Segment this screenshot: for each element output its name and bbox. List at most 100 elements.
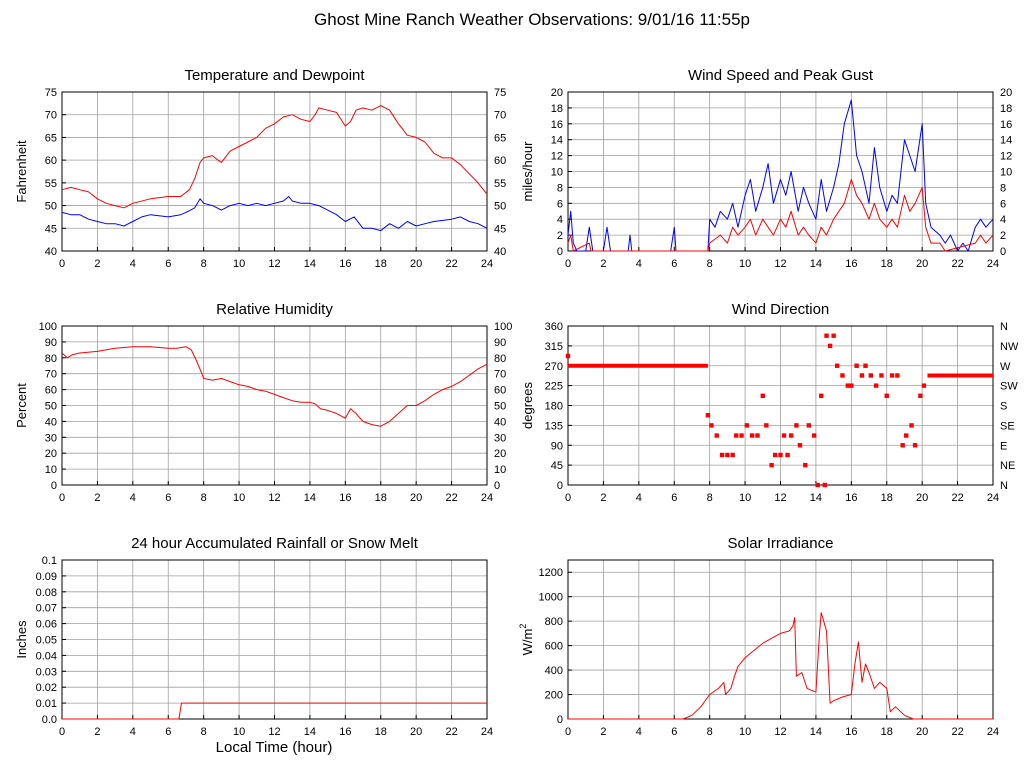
direction-point bbox=[725, 452, 730, 458]
x-tick-label: 22 bbox=[951, 726, 963, 738]
y-tick-label: 55 bbox=[45, 178, 57, 190]
direction-point bbox=[895, 373, 900, 378]
x-tick-label: 2 bbox=[94, 726, 100, 738]
series-line-1 bbox=[61, 346, 488, 427]
y-tick-label: 225 bbox=[545, 381, 563, 393]
x-tick-label: 20 bbox=[916, 492, 928, 504]
y-tick-label: 40 bbox=[45, 246, 57, 258]
series-line-2 bbox=[61, 196, 488, 232]
x-tick-label: 14 bbox=[304, 492, 316, 504]
x-tick-label: 2 bbox=[600, 492, 606, 504]
y-tick-label: 0.07 bbox=[36, 603, 57, 615]
direction-point bbox=[879, 373, 884, 378]
y-tick-label: 6 bbox=[557, 198, 563, 210]
direction-point bbox=[854, 363, 859, 368]
x-tick-label: 10 bbox=[739, 492, 751, 504]
direction-point bbox=[824, 333, 829, 338]
direction-point bbox=[884, 393, 889, 398]
x-tick-label: 4 bbox=[636, 258, 642, 270]
y-tick-label: 0.09 bbox=[36, 571, 57, 583]
y-axis-label: miles/hour bbox=[520, 141, 535, 202]
x-tick-label: 22 bbox=[445, 492, 457, 504]
y-tick-label-right: 12 bbox=[1000, 151, 1012, 163]
direction-point bbox=[918, 393, 923, 398]
y-tick-label-right: 90 bbox=[494, 337, 506, 349]
series-line-1 bbox=[568, 612, 993, 720]
direction-point bbox=[834, 363, 840, 368]
x-tick-label: 14 bbox=[810, 726, 822, 738]
direction-point bbox=[863, 363, 868, 368]
compass-tick-label: S bbox=[1000, 401, 1007, 413]
x-tick-label: 20 bbox=[916, 258, 928, 270]
y-tick-label-right: 0 bbox=[1000, 246, 1006, 258]
x-tick-label: 10 bbox=[739, 726, 751, 738]
y-tick-label-right: 20 bbox=[494, 448, 506, 460]
y-tick-label: 2 bbox=[557, 230, 563, 242]
chart-title: Wind Speed and Peak Gust bbox=[688, 67, 874, 84]
direction-point bbox=[827, 343, 833, 349]
compass-tick-label: W bbox=[1000, 361, 1011, 373]
y-tick-label: 20 bbox=[45, 448, 57, 460]
y-tick-label: 1000 bbox=[539, 592, 563, 604]
y-tick-label: 800 bbox=[545, 616, 563, 628]
x-tick-label: 8 bbox=[707, 492, 713, 504]
direction-point bbox=[889, 373, 895, 378]
direction-point bbox=[797, 443, 803, 448]
x-tick-label: 2 bbox=[600, 258, 606, 270]
compass-tick-label: N bbox=[1000, 480, 1008, 492]
y-tick-label-right: 16 bbox=[1000, 119, 1012, 131]
series-line-1 bbox=[62, 702, 487, 720]
y-tick-label-right: 14 bbox=[1000, 135, 1012, 147]
series-line-1 bbox=[567, 99, 994, 252]
x-tick-label: 10 bbox=[233, 258, 245, 270]
x-tick-label: 8 bbox=[201, 258, 207, 270]
direction-point bbox=[565, 353, 571, 359]
x-tick-label: 24 bbox=[481, 258, 493, 270]
y-tick-label: 0.08 bbox=[36, 587, 57, 599]
x-tick-label: 16 bbox=[845, 726, 857, 738]
x-tick-label: 10 bbox=[233, 492, 245, 504]
direction-point bbox=[859, 373, 865, 378]
y-tick-label-right: 20 bbox=[1000, 87, 1012, 99]
chart-rain: 24 hour Accumulated Rainfall or Snow Mel… bbox=[14, 535, 493, 738]
y-tick-label: 75 bbox=[45, 87, 57, 99]
direction-point bbox=[739, 433, 744, 438]
x-tick-label: 16 bbox=[339, 492, 351, 504]
x-tick-label: 4 bbox=[636, 492, 642, 504]
x-tick-label: 14 bbox=[810, 258, 822, 270]
y-axis-label-superscript: 2 bbox=[518, 624, 528, 629]
main-title: Ghost Mine Ranch Weather Observations: 9… bbox=[314, 10, 750, 29]
direction-point bbox=[734, 433, 739, 438]
y-tick-label-right: 2 bbox=[1000, 230, 1006, 242]
x-tick-label: 12 bbox=[268, 492, 280, 504]
y-tick-label-right: 0 bbox=[494, 480, 500, 492]
compass-tick-label: SE bbox=[1000, 420, 1015, 432]
compass-tick-label: E bbox=[1000, 440, 1007, 452]
direction-point bbox=[788, 433, 794, 438]
direction-point bbox=[785, 452, 790, 458]
y-tick-label-right: 40 bbox=[494, 416, 506, 428]
direction-point bbox=[849, 383, 854, 388]
x-tick-label: 18 bbox=[881, 492, 893, 504]
y-tick-label: 60 bbox=[45, 155, 57, 167]
direction-point bbox=[845, 383, 850, 388]
y-tick-label: 100 bbox=[39, 321, 57, 333]
direction-point bbox=[744, 423, 750, 428]
x-tick-label: 6 bbox=[165, 726, 171, 738]
x-tick-label: 22 bbox=[951, 492, 963, 504]
x-tick-label: 20 bbox=[916, 726, 928, 738]
y-tick-label: 45 bbox=[45, 223, 57, 235]
direction-point bbox=[772, 452, 778, 458]
y-tick-label: 70 bbox=[45, 110, 57, 122]
y-tick-label: 270 bbox=[545, 361, 563, 373]
x-tick-label: 8 bbox=[201, 492, 207, 504]
direction-point bbox=[719, 452, 725, 458]
y-tick-label: 0.02 bbox=[36, 682, 57, 694]
x-tick-label: 0 bbox=[59, 492, 65, 504]
y-tick-label: 0.05 bbox=[36, 635, 57, 647]
y-tick-label: 200 bbox=[545, 690, 563, 702]
x-tick-label: 12 bbox=[774, 492, 786, 504]
y-tick-label: 0.03 bbox=[36, 666, 57, 678]
direction-point bbox=[819, 393, 824, 398]
